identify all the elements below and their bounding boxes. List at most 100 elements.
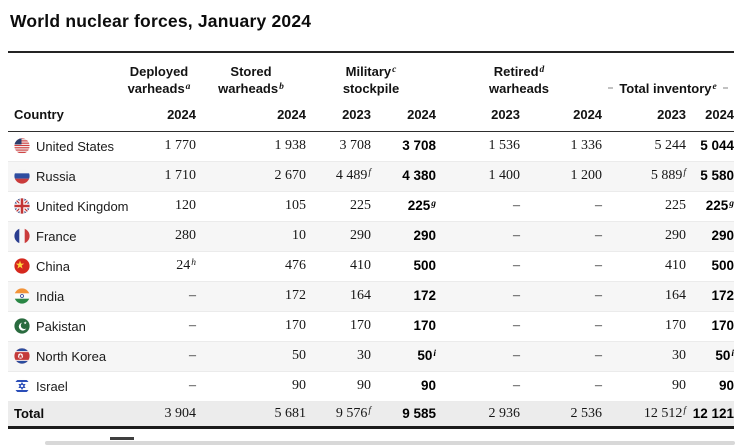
value-cell-retired-2024: – [595, 198, 603, 213]
year-header-deployed-2024: 2024 [122, 105, 196, 132]
table-body: United States 1 770 1 938 3 708 3 708 1 … [8, 131, 735, 402]
column-group-military-stockpile: Militaryc stockpile [342, 64, 400, 96]
value-cell-total-2023: 225 [665, 198, 687, 213]
value-cell-retired-2023: – [513, 258, 521, 273]
value-cell-retired-2024: 1 200 [570, 168, 603, 183]
table-row-fr: France 280 10 290 290 – – 290 290 [8, 221, 735, 252]
year-header-row: Country 2024 2024 2023 2024 2023 2024 20… [8, 105, 735, 132]
year-header-military-2023: 2023 [306, 105, 371, 132]
value-cell-military-2023: 290 [350, 228, 371, 243]
total-row: Total 3 904 5 681 9 576f 9 585 2 936 2 5… [8, 401, 735, 428]
country-name: Russia [36, 168, 76, 184]
ru-flag-icon [14, 167, 30, 184]
country-cell: France [8, 222, 122, 252]
value-cell-deployed-2024: 1 770 [164, 138, 197, 153]
value-cell-total-2024: 290 [711, 228, 735, 243]
value-cell-military-2023: 170 [350, 318, 371, 333]
value-cell-total-2023: 30 [672, 348, 687, 363]
value-cell-stored-2024: 1 938 [274, 138, 307, 153]
horizontal-scrollbar-track[interactable] [45, 441, 735, 445]
value-cell-total-2024: 50i [715, 348, 735, 363]
footnote-e-marker: e [712, 82, 717, 92]
horizontal-scrollbar-thumb[interactable] [110, 437, 134, 440]
total-military-2024: 9 585 [402, 406, 437, 421]
value-cell-military-2023: 164 [350, 288, 371, 303]
value-cell-military-2024: 90 [420, 378, 437, 393]
value-cell-retired-2024: – [595, 318, 603, 333]
decorative-dash [722, 87, 728, 89]
value-cell-total-2024: 90 [719, 378, 735, 393]
country-cell: Pakistan [8, 312, 122, 342]
group-header-spacer [8, 53, 122, 105]
value-cell-retired-2023: – [513, 288, 521, 303]
value-cell-deployed-2024: 1 710 [164, 168, 197, 183]
country-name: China [36, 258, 70, 274]
country-cell: United Kingdom [8, 192, 129, 222]
country-cell: Russia [8, 162, 122, 192]
il-flag-icon [14, 377, 30, 394]
footnote-a-marker: a [185, 82, 191, 92]
group-header-row: Deployed varheadsa Stored warheadsb Milita… [8, 53, 734, 105]
value-cell-retired-2024: – [595, 258, 603, 273]
table-header: Deployed varheadsa Stored warheadsb Milita… [8, 53, 735, 132]
value-cell-stored-2024: 172 [285, 288, 306, 303]
value-cell-total-2023: 290 [665, 228, 687, 243]
year-header-stored-2024: 2024 [196, 105, 306, 132]
value-cell-deployed-2024: 280 [175, 228, 196, 243]
column-group-deployed-warheads: Deployed varheadsa [127, 64, 191, 96]
value-cell-retired-2023: – [513, 228, 521, 243]
country-cell: India [8, 282, 122, 312]
value-cell-total-2024: 172 [711, 288, 735, 303]
value-cell-total-2023: 164 [665, 288, 687, 303]
pk-flag-icon [14, 317, 30, 334]
total-inventory-2023: 12 512f [643, 405, 687, 421]
fr-flag-icon [14, 227, 30, 244]
value-cell-military-2024: 3 708 [402, 138, 437, 153]
table-top-rule [8, 51, 734, 53]
value-cell-military-2023: 4 489f [335, 168, 371, 183]
total-retired-2024: 2 536 [570, 405, 603, 421]
table-row-pk: Pakistan – 170 170 170 – – 170 170 [8, 311, 735, 342]
country-name: Pakistan [36, 318, 86, 334]
value-cell-deployed-2024: 120 [175, 198, 196, 213]
column-group-stored-warheads: Stored warheadsb [218, 64, 284, 96]
country-name: India [36, 288, 65, 304]
value-cell-deployed-2024: – [189, 318, 196, 333]
value-cell-total-2024: 500 [711, 258, 735, 273]
gb-flag-icon [14, 197, 30, 214]
footnote-c-marker: c [392, 65, 397, 75]
value-cell-total-2024: 5 044 [700, 138, 735, 153]
in-flag-icon [14, 287, 30, 304]
value-cell-retired-2023: 1 400 [488, 168, 521, 183]
value-cell-total-2024: 225g [705, 198, 735, 213]
total-row-label: Total [14, 406, 45, 421]
value-cell-military-2023: 30 [357, 348, 371, 363]
value-cell-stored-2024: 2 670 [274, 168, 307, 183]
year-header-total-2024: 2024 [686, 105, 735, 132]
value-cell-retired-2024: 1 336 [570, 138, 603, 153]
country-name: North Korea [36, 348, 107, 364]
value-cell-stored-2024: 10 [292, 228, 306, 243]
value-cell-military-2023: 90 [357, 378, 371, 393]
value-cell-military-2023: 3 708 [339, 138, 372, 153]
table-row-ru: Russia 1 710 2 670 4 489f 4 380 1 400 1 … [8, 161, 735, 192]
value-cell-total-2023: 410 [665, 258, 687, 273]
value-cell-retired-2023: – [513, 198, 521, 213]
total-stored-2024: 5 681 [274, 405, 307, 421]
country-cell: North Korea [8, 342, 122, 372]
table-row-us: United States 1 770 1 938 3 708 3 708 1 … [8, 131, 735, 162]
value-cell-retired-2024: – [595, 378, 603, 393]
value-cell-retired-2023: – [513, 378, 521, 393]
value-cell-military-2024: 4 380 [402, 168, 437, 183]
value-cell-military-2024: 290 [413, 228, 437, 243]
value-cell-retired-2023: – [513, 318, 521, 333]
country-name: France [36, 228, 77, 244]
table-row-cn: China 24h 476 410 500 – – 410 500 [8, 251, 735, 282]
total-retired-2023: 2 936 [488, 405, 521, 421]
country-name: United Kingdom [36, 198, 129, 214]
value-cell-total-2023: 170 [665, 318, 687, 333]
value-cell-military-2024: 50i [417, 348, 437, 363]
value-cell-deployed-2024: – [189, 288, 196, 303]
kp-flag-icon [14, 347, 30, 364]
value-cell-stored-2024: 90 [292, 378, 306, 393]
